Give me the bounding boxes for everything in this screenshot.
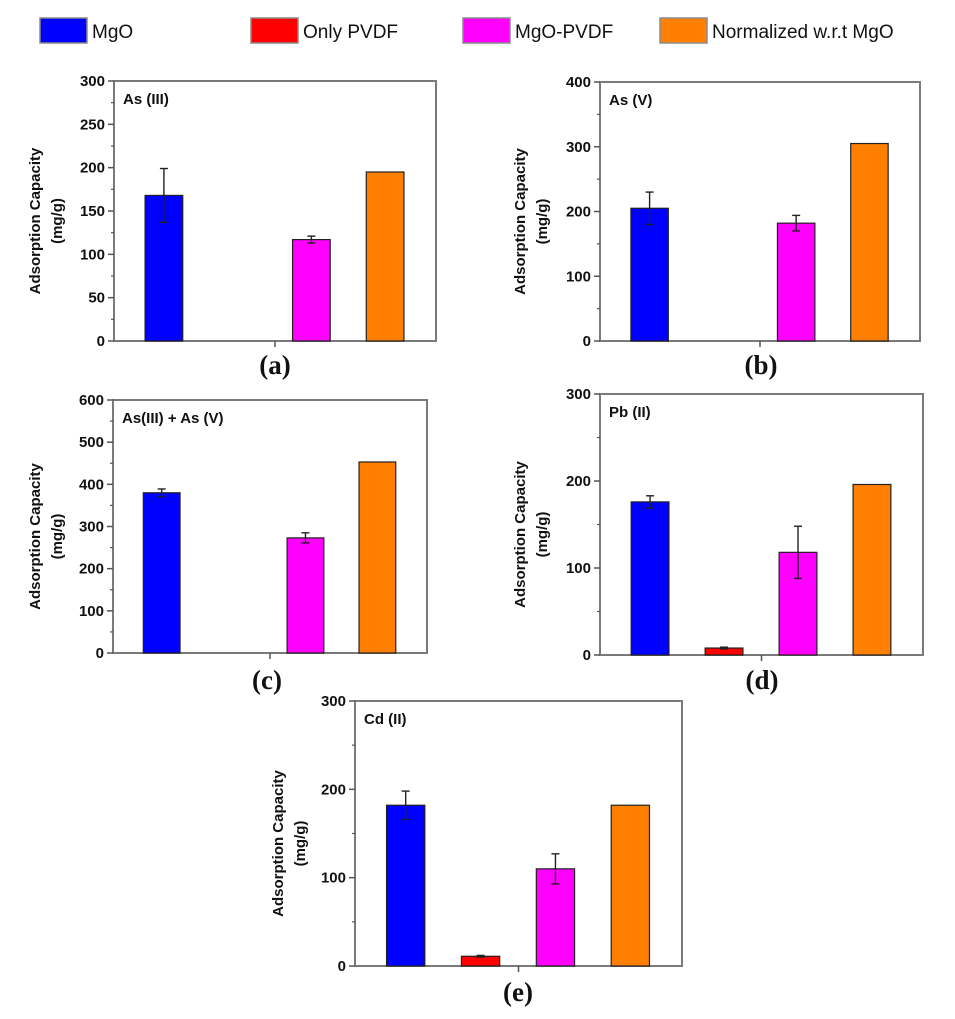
y-tick-label: 300 <box>321 693 346 710</box>
y-axis-label: Adsorption Capacity <box>270 770 287 917</box>
legend-swatch <box>462 17 511 44</box>
y-tick-label: 100 <box>321 870 346 887</box>
y-tick-label: 150 <box>80 203 105 220</box>
legend-label: MgO <box>92 22 133 43</box>
bar-mgo <box>385 804 426 967</box>
y-tick-label: 100 <box>566 268 591 285</box>
y-axis-units: (mg/g) <box>534 512 551 558</box>
y-axis-label: Adsorption Capacity <box>27 463 44 610</box>
y-axis-units: (mg/g) <box>49 198 66 244</box>
legend-item: MgO <box>39 17 133 44</box>
y-axis-units: (mg/g) <box>534 199 551 245</box>
y-tick-label: 500 <box>79 434 104 451</box>
legend-label: MgO-PVDF <box>515 22 613 43</box>
legend-label: Normalized w.r.t MgO <box>712 22 894 43</box>
y-tick-label: 100 <box>79 603 104 620</box>
y-tick-label: 200 <box>321 781 346 798</box>
panel-a: 0 50 100 150 200 250 300 Adsorption Capacity (mg… <box>27 73 437 380</box>
y-tick-label: 200 <box>566 204 591 221</box>
bar-normalized-w-r-t-mgo <box>365 171 405 342</box>
bar-mgo <box>142 492 181 654</box>
y-tick-label: 100 <box>566 560 591 577</box>
y-axis-label: Adsorption Capacity <box>27 147 44 294</box>
legend-swatch <box>250 17 299 44</box>
legend-item: MgO-PVDF <box>462 17 613 44</box>
legend-item: Normalized w.r.t MgO <box>659 17 894 44</box>
legend-swatch <box>39 17 88 44</box>
panel-letter: (c) <box>252 665 282 695</box>
panel-title: As(III) + As (V) <box>122 410 224 427</box>
y-tick-label: 600 <box>79 392 104 409</box>
legend-label: Only PVDF <box>303 22 398 43</box>
panel-title: As (III) <box>123 91 169 108</box>
y-axis-units: (mg/g) <box>49 514 66 560</box>
bar-mgo <box>630 207 669 342</box>
legend-swatch <box>659 17 708 44</box>
bar-normalized-w-r-t-mgo <box>358 461 397 654</box>
y-tick-label: 0 <box>96 645 104 662</box>
bar-normalized-w-r-t-mgo <box>850 142 889 342</box>
panel-d: 0 100 200 300 Adsorption Capacity (mg/g) Pb (I… <box>512 386 924 695</box>
y-tick-label: 0 <box>97 333 105 350</box>
y-axis-label: Adsorption Capacity <box>512 148 529 295</box>
panel-title: Cd (II) <box>364 711 407 728</box>
bar-mgo <box>630 501 670 656</box>
y-tick-label: 200 <box>566 473 591 490</box>
y-tick-label: 200 <box>80 160 105 177</box>
panel-b: 0 100 200 300 400 Adsorption Capacity (mg/g) As… <box>512 74 921 380</box>
legend: MgO Only PVDF MgO-PVDF Normalized w.r.t MgO <box>39 17 894 44</box>
panel-letter: (d) <box>746 665 779 695</box>
legend-item: Only PVDF <box>250 17 398 44</box>
y-axis-label: Adsorption Capacity <box>512 461 529 608</box>
panels: 0 50 100 150 200 250 300 Adsorption Capacity (mg… <box>27 73 924 1007</box>
bar-mgo-pvdf <box>286 537 325 654</box>
y-tick-label: 300 <box>566 386 591 403</box>
bar-mgo-pvdf <box>776 222 816 342</box>
panel-letter: (a) <box>259 350 290 380</box>
bar-normalized-w-r-t-mgo <box>852 483 892 656</box>
y-axis-units: (mg/g) <box>292 821 309 867</box>
y-tick-label: 400 <box>79 476 104 493</box>
panel-letter: (b) <box>745 350 778 380</box>
bar-normalized-w-r-t-mgo <box>610 804 651 967</box>
y-tick-label: 400 <box>566 74 591 91</box>
panel-title: As (V) <box>609 92 652 109</box>
y-tick-label: 300 <box>80 73 105 90</box>
y-tick-label: 0 <box>583 333 591 350</box>
y-tick-label: 0 <box>338 958 346 975</box>
y-tick-label: 300 <box>79 519 104 536</box>
y-tick-label: 200 <box>79 561 104 578</box>
y-tick-label: 300 <box>566 139 591 156</box>
y-tick-label: 0 <box>583 647 591 664</box>
bar-mgo-pvdf <box>291 239 331 342</box>
panel-e: 0 100 200 300 Adsorption Capacity (mg/g) Cd (I… <box>270 693 683 1007</box>
panel-letter: (e) <box>503 977 533 1007</box>
y-tick-label: 50 <box>88 290 105 307</box>
y-tick-label: 250 <box>80 116 105 133</box>
panel-c: 0 100 200 300 400 500 600 Adsorption Capacity (m… <box>27 392 428 695</box>
y-tick-label: 100 <box>80 246 105 263</box>
panel-title: Pb (II) <box>609 404 651 421</box>
